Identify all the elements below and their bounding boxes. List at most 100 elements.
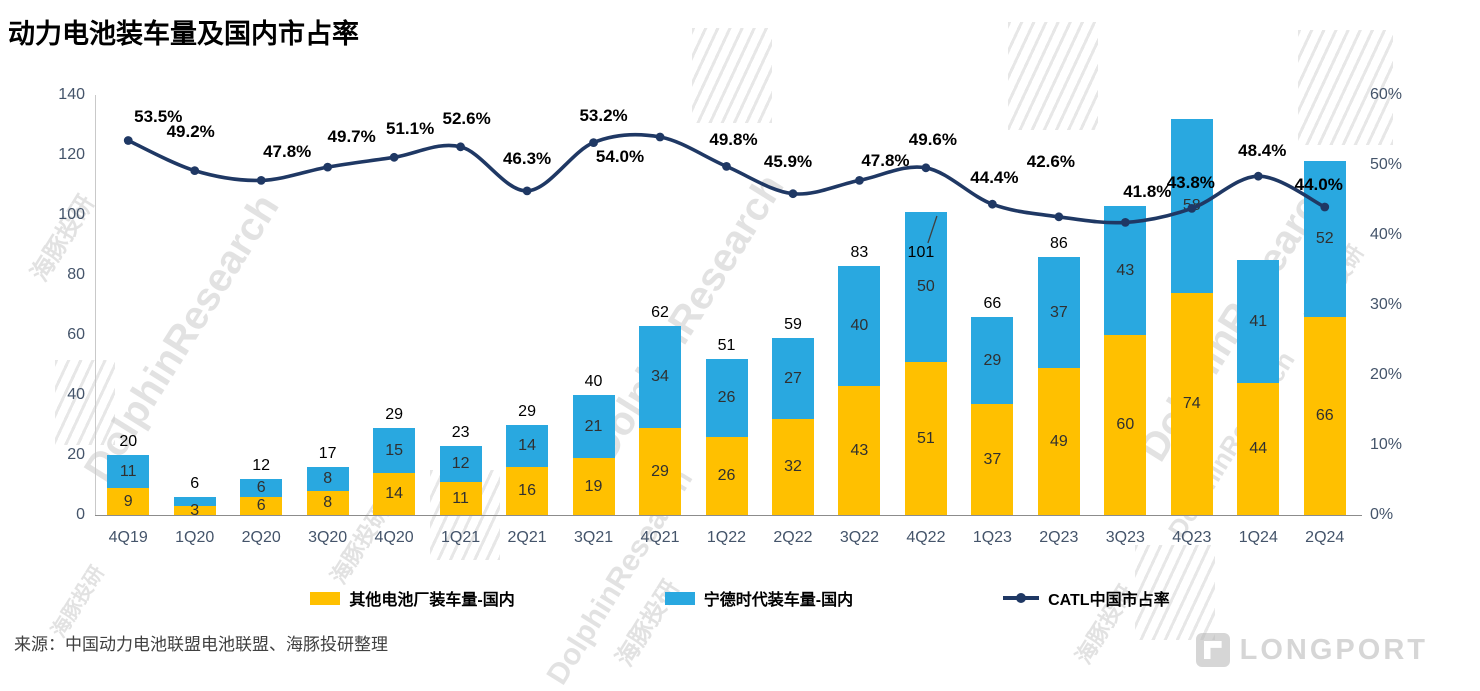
bar-segment-catl bbox=[173, 497, 216, 506]
bar-total-label: 83 bbox=[850, 244, 869, 261]
bar-segment-catl bbox=[306, 467, 349, 491]
bar-label-catl: 52 bbox=[1315, 230, 1334, 247]
bar-label-other: 16 bbox=[518, 482, 536, 499]
bar-total-label: 59 bbox=[784, 316, 802, 333]
bar-label-other: 19 bbox=[584, 477, 603, 495]
bar-total-label: 101 bbox=[907, 244, 935, 261]
longport-logo-text: LONGPORT bbox=[1239, 633, 1428, 666]
legend-item-2: CATL中国市占率 bbox=[1003, 586, 1170, 610]
legend-swatch-icon bbox=[310, 591, 341, 605]
x-axis-tick-label: 1Q21 bbox=[441, 529, 481, 546]
bar-segment-other bbox=[904, 362, 947, 515]
right-axis-tick-label: 50% bbox=[1370, 156, 1403, 173]
y-axis-tick-label: 20 bbox=[67, 446, 85, 463]
bar-segment-other bbox=[639, 428, 682, 515]
bar-total-label: 17 bbox=[318, 445, 337, 462]
x-axis-tick-label: 3Q23 bbox=[1105, 529, 1145, 546]
source-note: 来源：中国动力电池联盟电池联盟、海豚投研整理 bbox=[14, 635, 388, 654]
bar-segment-other bbox=[1303, 317, 1346, 515]
x-axis-tick-label: 3Q20 bbox=[308, 529, 348, 546]
legend-line-icon bbox=[1003, 593, 1040, 603]
bar-label-catl: 6 bbox=[256, 479, 266, 496]
bar-label-catl: 41 bbox=[1249, 312, 1268, 330]
bar-total-label: 29 bbox=[518, 403, 536, 420]
legend-label: 其他电池厂装车量-国内 bbox=[349, 592, 515, 609]
bar-segment-other bbox=[838, 386, 881, 515]
right-axis-tick-label: 30% bbox=[1370, 296, 1403, 313]
bar-label-catl: 34 bbox=[651, 368, 669, 385]
bar-segment-other bbox=[506, 467, 549, 515]
bar-label-catl: 40 bbox=[850, 317, 869, 334]
bar-label-catl: 26 bbox=[717, 389, 736, 406]
bar-label-other: 74 bbox=[1182, 395, 1201, 412]
y-axis-tick-label: 40 bbox=[67, 386, 85, 403]
bar-label-other: 43 bbox=[850, 441, 869, 459]
bar-label-other: 26 bbox=[717, 467, 736, 484]
bar-label-catl: 21 bbox=[584, 417, 603, 435]
legend-label: 宁德时代装车量-国内 bbox=[703, 592, 854, 609]
bar-segment-other bbox=[306, 491, 349, 515]
bar-label-other: 6 bbox=[256, 497, 266, 514]
bar-total-label: 6 bbox=[190, 475, 200, 492]
bar-total-label: 51 bbox=[717, 337, 736, 354]
x-axis-tick-label: 1Q22 bbox=[706, 529, 747, 546]
bar-label-catl: 12 bbox=[451, 455, 470, 472]
y-axis-line bbox=[95, 95, 96, 515]
x-axis-tick-label: 4Q21 bbox=[640, 529, 680, 546]
bar-label-catl: 11 bbox=[119, 462, 137, 480]
bar-label-other: 11 bbox=[452, 489, 469, 507]
y-axis-tick-label: 60 bbox=[67, 326, 85, 343]
legend-label: CATL中国市占率 bbox=[1048, 592, 1170, 609]
bar-total-label: 12 bbox=[252, 457, 271, 474]
bar-label-other: 60 bbox=[1116, 416, 1135, 433]
legend-item-0: 其他电池厂装车量-国内 bbox=[310, 586, 515, 610]
bar-segment-other bbox=[1037, 368, 1080, 515]
bar-label-other: 3 bbox=[190, 501, 200, 519]
y-axis-tick-label: 0 bbox=[76, 506, 85, 523]
bar-label-other: 14 bbox=[385, 485, 404, 502]
bar-total-label: 23 bbox=[451, 424, 470, 441]
x-axis-tick-label: 2Q24 bbox=[1305, 529, 1345, 546]
bar-segment-other bbox=[1104, 335, 1147, 515]
bar-segment-catl bbox=[572, 395, 615, 458]
bar-total-label: 29 bbox=[385, 406, 404, 423]
bar-label-catl: 8 bbox=[323, 470, 333, 487]
x-axis-tick-label: 4Q23 bbox=[1172, 529, 1212, 546]
bar-segment-catl bbox=[971, 317, 1014, 404]
longport-logo-icon bbox=[1195, 633, 1230, 667]
bar-label-other: 51 bbox=[917, 429, 935, 447]
y-axis-tick-label: 120 bbox=[58, 146, 85, 163]
x-axis-tick-label: 1Q24 bbox=[1238, 529, 1278, 546]
bar-total-label: 62 bbox=[651, 304, 669, 321]
x-axis-tick-label: 4Q20 bbox=[374, 529, 414, 546]
legend-item-1: 宁德时代装车量-国内 bbox=[664, 586, 854, 610]
y-axis-tick-label: 80 bbox=[67, 266, 85, 283]
bar-label-other: 29 bbox=[651, 462, 669, 480]
bar-segment-catl bbox=[705, 359, 748, 437]
legend-line-dot-icon bbox=[1016, 593, 1027, 603]
bar-label-other: 9 bbox=[123, 492, 133, 510]
bar-segment-other bbox=[240, 497, 283, 515]
bar-segment-other bbox=[971, 404, 1014, 515]
bar-label-other: 44 bbox=[1249, 440, 1268, 457]
right-axis-tick-label: 20% bbox=[1370, 366, 1403, 383]
y-axis-tick-label: 100 bbox=[58, 206, 85, 223]
bar-segment-catl bbox=[1037, 257, 1080, 368]
bar-label-catl: 50 bbox=[917, 278, 935, 295]
bar-segment-catl bbox=[1237, 260, 1280, 383]
x-axis-line bbox=[95, 515, 1362, 516]
bar-segment-other bbox=[1170, 293, 1213, 515]
bar-segment-catl bbox=[373, 428, 416, 473]
bar-segment-catl bbox=[771, 338, 814, 419]
right-axis-tick-label: 0% bbox=[1370, 506, 1394, 523]
longport-logo: LONGPORT bbox=[1195, 633, 1428, 667]
bar-segment-other bbox=[173, 506, 216, 515]
x-axis-tick-label: 3Q21 bbox=[573, 529, 614, 546]
bar-total-label: 40 bbox=[584, 373, 603, 390]
right-axis-tick-label: 60% bbox=[1370, 86, 1403, 103]
x-axis-tick-label: 1Q23 bbox=[972, 529, 1012, 546]
x-axis-tick-label: 2Q21 bbox=[507, 529, 547, 546]
x-axis-tick-label: 2Q22 bbox=[773, 529, 813, 546]
